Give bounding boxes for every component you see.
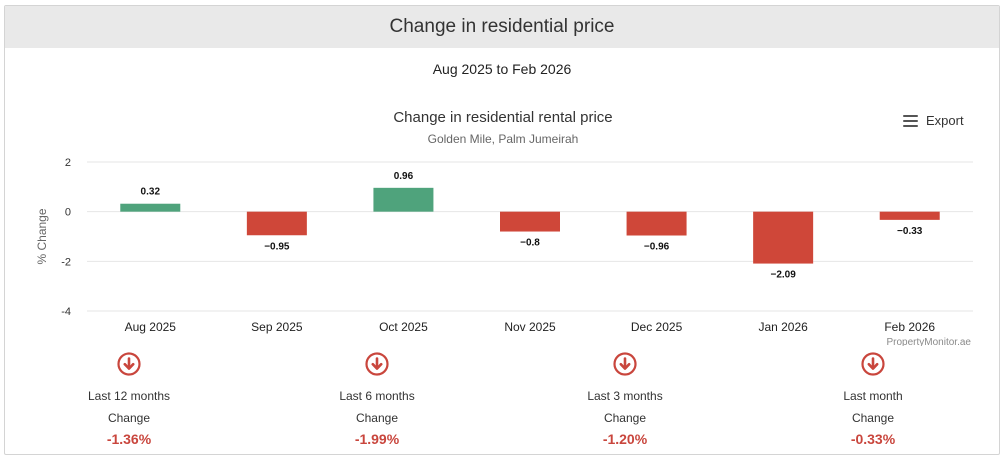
down-arrow-icon [861,352,885,376]
bar [246,211,307,236]
stat-value: -1.20% [602,431,648,447]
stat-period: Last 3 months [587,389,663,403]
stat-value: -1.36% [106,431,152,447]
x-tick-label: Jan 2026 [758,320,808,334]
stat-last-6-months: Last 6 months Change -1.99% [297,352,457,447]
menu-icon [903,114,918,127]
data-label: −0.8 [520,238,540,249]
stat-last-12-months: Last 12 months Change -1.36% [49,352,209,447]
x-tick-label: Dec 2025 [631,320,683,334]
x-tick-label: Nov 2025 [504,320,556,334]
data-label: −2.09 [770,270,796,281]
data-label: 0.96 [394,171,414,182]
stat-label: Change [603,411,647,425]
data-label: −0.95 [264,241,290,252]
y-tick-label: -2 [61,256,71,268]
bar [879,211,940,220]
bar [500,211,560,232]
stat-label: Change [107,411,151,425]
watermark: PropertyMonitor.ae [887,337,972,346]
price-change-card: Change in residential price Aug 2025 to … [4,5,1000,455]
x-tick-label: Aug 2025 [125,320,177,334]
stat-period: Last 12 months [87,389,171,403]
down-arrow-icon [613,352,637,376]
down-arrow-icon [365,352,389,376]
date-range: Aug 2025 to Feb 2026 [432,61,572,77]
bar [626,211,687,236]
stat-period: Last 6 months [339,389,415,403]
stat-value: -1.99% [354,431,400,447]
x-tick-label: Sep 2025 [251,320,303,334]
down-arrow-icon [117,352,141,376]
export-label: Export [926,113,964,128]
rental-price-chart: 2 0 -2 -4 % Change 0.32 Aug 2025 −0.95 Sep 2025 0… [35,157,973,346]
y-tick-label: -4 [61,306,71,318]
export-button[interactable]: Export [903,113,964,128]
card-header: Change in residential price [5,6,999,48]
stat-label: Change [355,411,399,425]
stat-last-month: Last month Change -0.33% [793,352,953,447]
y-axis-label: % Change [35,208,49,264]
data-label: 0.32 [141,187,161,198]
stat-last-3-months: Last 3 months Change -1.20% [545,352,705,447]
page-title: Change in residential price [389,16,615,37]
data-label: −0.96 [644,242,670,253]
y-tick-label: 0 [65,207,71,219]
x-tick-label: Feb 2026 [884,320,935,334]
chart-subtitle: Golden Mile, Palm Jumeirah [427,132,579,146]
stat-value: -0.33% [850,431,896,447]
bar [120,203,181,212]
y-tick-label: 2 [65,157,71,169]
stat-label: Change [851,411,895,425]
bar [753,211,814,264]
bar [373,187,434,212]
x-tick-label: Oct 2025 [379,320,428,334]
data-label: −0.33 [897,226,923,237]
chart-title: Change in residential rental price [393,109,613,126]
stat-period: Last month [843,389,903,403]
